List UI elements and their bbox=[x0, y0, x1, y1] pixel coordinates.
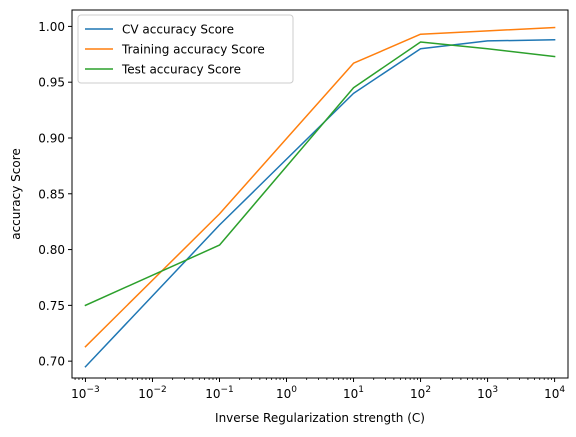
y-tick-label: 0.95 bbox=[38, 76, 65, 90]
series-line bbox=[84, 39, 556, 368]
y-axis-label: accuracy Score bbox=[9, 148, 23, 240]
x-axis-label: Inverse Regularization strength (C) bbox=[215, 411, 425, 425]
legend-entry: Training accuracy Score bbox=[121, 43, 265, 57]
y-tick-label: 0.90 bbox=[38, 131, 65, 145]
legend: CV accuracy Score Training accuracy Score… bbox=[77, 14, 294, 84]
y-tick-label: 0.70 bbox=[38, 355, 65, 369]
series-line bbox=[84, 26, 556, 348]
y-tick-label: 0.85 bbox=[38, 187, 65, 201]
series-line bbox=[84, 41, 556, 307]
legend-entry: CV accuracy Score bbox=[122, 23, 234, 37]
x-tick-label: 101 bbox=[343, 385, 364, 401]
x-tick-label: 102 bbox=[410, 385, 431, 401]
series-lines bbox=[84, 26, 556, 368]
y-tick-label: 0.75 bbox=[38, 299, 65, 313]
y-tick-label: 1.00 bbox=[38, 20, 65, 34]
x-tick-label: 10−1 bbox=[205, 385, 234, 401]
x-tick-label: 10−3 bbox=[71, 385, 100, 401]
y-tick-label: 0.80 bbox=[38, 243, 65, 257]
legend-entry: Test accuracy Score bbox=[121, 63, 241, 77]
x-tick-label: 100 bbox=[276, 385, 297, 401]
legend-box bbox=[77, 14, 294, 84]
x-tick-label: 104 bbox=[544, 385, 565, 401]
axis-ticks: 0.70 0.75 0.80 0.85 0.90 0.95 1.00 10−3 10−2 10−1… bbox=[38, 20, 565, 401]
plot-area-frame bbox=[71, 9, 569, 379]
x-tick-label: 103 bbox=[477, 385, 498, 401]
x-tick-label: 10−2 bbox=[138, 385, 167, 401]
